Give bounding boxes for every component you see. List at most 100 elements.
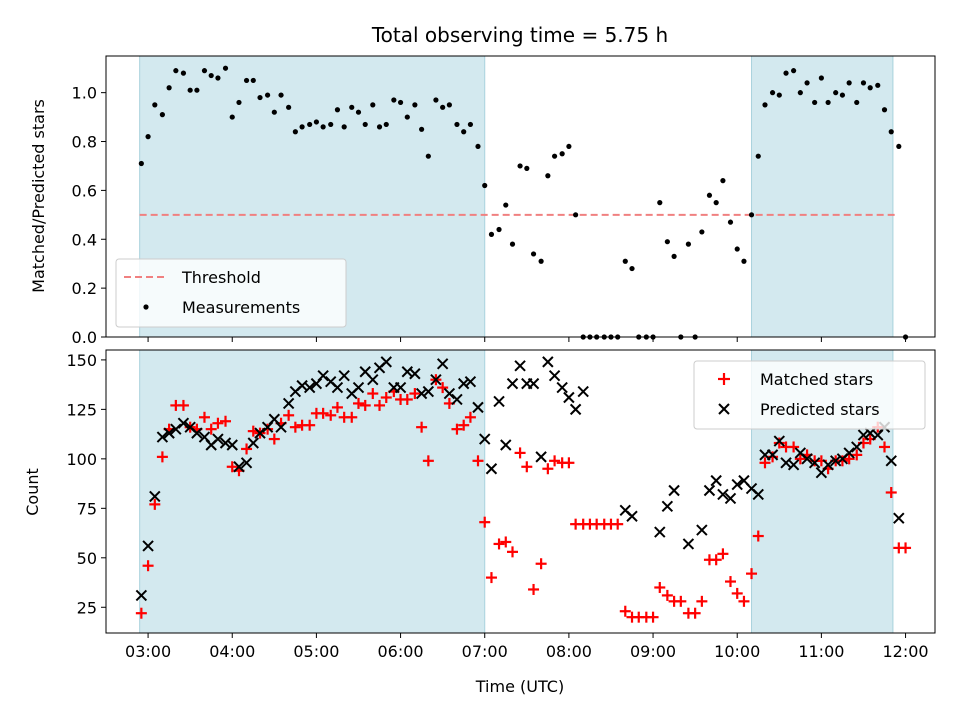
bottom-y-ticks: 25 50 75 100 125 150 xyxy=(66,351,106,617)
predicted-star-marker xyxy=(135,589,148,602)
predicted-star-marker xyxy=(422,385,435,398)
x-tick-label: 12:00 xyxy=(882,642,928,661)
predicted-star-marker xyxy=(331,381,344,394)
matched-star-marker xyxy=(198,411,210,423)
matched-star-marker xyxy=(612,518,624,530)
measurement-point xyxy=(229,114,235,120)
matched-star-marker xyxy=(304,419,316,431)
measurement-point xyxy=(734,246,740,252)
x-axis-label: Time (UTC) xyxy=(475,677,564,696)
matched-star-marker xyxy=(542,463,554,475)
y-tick-label: 75 xyxy=(77,499,97,518)
measurement-point xyxy=(783,70,789,76)
matched-star-marker xyxy=(654,581,666,593)
measurement-point xyxy=(896,143,902,150)
top-y-ticks: 0.0 0.2 0.4 0.6 0.8 1.0 xyxy=(72,84,106,347)
measurement-point xyxy=(482,182,488,189)
predicted-star-marker xyxy=(380,356,392,368)
predicted-star-marker xyxy=(752,488,764,501)
legend-threshold-label: Threshold xyxy=(181,268,261,287)
measurement-point xyxy=(180,70,187,76)
matched-star-marker xyxy=(900,542,912,554)
predicted-star-marker xyxy=(394,381,407,394)
measurement-point xyxy=(194,87,200,93)
matched-star-marker xyxy=(380,391,392,403)
measurement-point xyxy=(867,85,873,91)
predicted-star-marker xyxy=(500,439,512,451)
measurement-point xyxy=(509,241,516,247)
predicted-star-marker xyxy=(472,401,484,414)
matched-star-marker xyxy=(535,558,547,570)
matched-star-marker xyxy=(401,393,413,405)
measurement-point xyxy=(545,173,551,179)
x-tick-label: 09:00 xyxy=(630,642,676,661)
shaded-region-1 xyxy=(139,349,486,634)
predicted-star-marker xyxy=(303,381,316,394)
matched-star-marker xyxy=(710,554,722,566)
measurement-point xyxy=(292,129,298,135)
measurement-point xyxy=(440,104,446,110)
measurement-point xyxy=(559,151,565,157)
legend-measurements-swatch xyxy=(143,304,149,310)
measurement-point xyxy=(307,121,313,128)
measurement-point xyxy=(706,192,713,198)
matched-star-marker xyxy=(752,530,764,542)
legend-measurements-label: Measurements xyxy=(182,298,300,317)
y-tick-label: 0.6 xyxy=(72,181,97,200)
predicted-stars-points xyxy=(135,356,905,602)
predicted-star-marker xyxy=(654,526,666,538)
predicted-star-marker xyxy=(829,455,842,467)
matched-star-marker xyxy=(647,611,659,623)
predicted-star-marker xyxy=(801,453,813,465)
measurement-point xyxy=(875,82,881,88)
measurement-point xyxy=(454,121,460,128)
matched-star-marker xyxy=(767,451,779,463)
measurement-point xyxy=(349,104,355,110)
measurement-point xyxy=(503,202,509,208)
measurement-point xyxy=(551,153,558,159)
top-legend-box xyxy=(115,258,347,328)
predicted-star-marker xyxy=(506,377,519,390)
matched-star-marker xyxy=(437,382,449,394)
top-axes-frame xyxy=(105,55,936,338)
matched-star-marker xyxy=(689,607,701,619)
predicted-star-marker xyxy=(893,512,905,524)
matched-star-marker xyxy=(241,443,253,455)
measurement-point xyxy=(496,226,502,233)
predicted-star-marker xyxy=(367,373,379,386)
predicted-star-marker xyxy=(430,373,442,386)
matched-star-marker xyxy=(352,397,364,409)
predicted-star-marker xyxy=(226,439,238,451)
matched-star-marker xyxy=(409,388,421,400)
y-tick-label: 50 xyxy=(77,549,97,568)
matched-star-marker xyxy=(149,498,161,510)
y-tick-label: 125 xyxy=(66,400,97,419)
matched-star-marker xyxy=(788,441,800,453)
measurement-point xyxy=(391,97,397,103)
x-tick-label: 06:00 xyxy=(378,642,424,661)
measurement-point xyxy=(748,212,755,218)
x-tick-label: 05:00 xyxy=(293,642,339,661)
x-tick-label: 11:00 xyxy=(798,642,844,661)
predicted-star-marker xyxy=(851,441,863,453)
measurement-point xyxy=(215,75,221,81)
measurement-point xyxy=(236,99,242,106)
measurement-point xyxy=(201,68,208,74)
measurement-point xyxy=(320,124,326,130)
measurement-point xyxy=(334,107,341,113)
predicted-star-marker xyxy=(577,385,589,398)
predicted-star-marker xyxy=(451,393,463,406)
predicted-star-marker xyxy=(163,427,175,439)
predicted-star-marker xyxy=(170,423,182,435)
measurement-point xyxy=(271,109,277,115)
matched-star-marker xyxy=(528,583,540,595)
measurement-point xyxy=(657,200,663,206)
measurement-point xyxy=(166,85,172,91)
matched-star-marker xyxy=(135,607,147,619)
matched-star-marker xyxy=(212,417,224,429)
matched-star-marker xyxy=(458,419,470,431)
predicted-star-marker xyxy=(409,368,421,380)
bottom-legend: Matched stars Predicted stars xyxy=(693,360,926,430)
predicted-star-marker xyxy=(548,370,561,382)
matched-star-marker xyxy=(759,457,771,469)
